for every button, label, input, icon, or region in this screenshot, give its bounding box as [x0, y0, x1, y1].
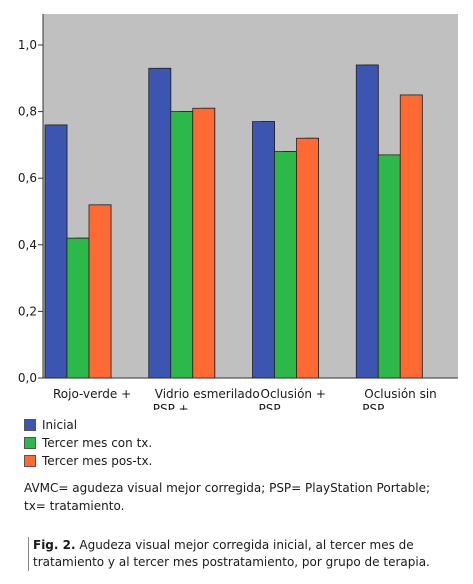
legend-item-inicial: Inicial — [24, 417, 152, 433]
y-tick-label: 0,4 — [18, 238, 37, 252]
x-category-label: PSP — [362, 402, 384, 410]
x-category-label: Oclusión sin — [364, 387, 437, 401]
x-category-label: PSP — [259, 402, 281, 410]
legend-item-tercer-mes-pos-tx: Tercer mes pos-tx. — [24, 453, 152, 469]
legend-label-tercer-mes-pos-tx: Tercer mes pos-tx. — [42, 454, 153, 468]
bar — [296, 137, 319, 379]
bar — [274, 151, 297, 379]
bar — [88, 204, 112, 379]
legend-label-tercer-mes-con-tx: Tercer mes con tx. — [42, 436, 153, 450]
y-tick-label: 0,2 — [18, 304, 37, 318]
legend-swatch-tercer-mes-con-tx — [24, 437, 36, 449]
bar — [355, 64, 379, 379]
legend: Inicial Tercer mes con tx. Tercer mes po… — [24, 417, 152, 471]
x-category-label: Vidrio esmerilado — [155, 387, 260, 401]
figure-caption-label: Fig. 2. — [33, 538, 76, 552]
bar — [252, 121, 275, 379]
y-tick-label: 1,0 — [18, 38, 37, 52]
figure-caption: Fig. 2. Agudeza visual mejor corregida i… — [28, 537, 473, 571]
legend-label-inicial: Inicial — [42, 418, 78, 432]
y-tick-label: 0,0 — [18, 371, 37, 385]
bar — [44, 124, 68, 379]
y-tick-label: 0,8 — [18, 105, 37, 119]
bar — [170, 111, 194, 379]
legend-item-tercer-mes-con-tx: Tercer mes con tx. — [24, 435, 152, 451]
bar-chart: 0,0 0,2 0,4 0,6 0,8 1,0 Rojo-verde + Vidrio esm… — [18, 14, 458, 416]
x-category-label: PSP + — [153, 402, 189, 410]
legend-swatch-inicial — [24, 419, 36, 431]
x-category-label: Oclusión + — [261, 387, 326, 401]
bar — [66, 237, 90, 379]
bar — [399, 94, 423, 379]
bar-chart-svg: 0,0 0,2 0,4 0,6 0,8 1,0 Rojo-verde + Vidrio esm… — [18, 14, 458, 416]
bar — [148, 67, 172, 379]
bar — [192, 107, 216, 379]
y-tick-label: 0,6 — [18, 171, 37, 185]
abbreviations-note: AVMC= agudeza visual mejor corregida; PS… — [24, 481, 431, 513]
bar — [377, 154, 401, 379]
x-category-label: Rojo-verde + — [53, 387, 131, 401]
legend-swatch-tercer-mes-pos-tx — [24, 455, 36, 467]
figure-caption-text: Agudeza visual mejor corregida inicial, … — [33, 538, 430, 569]
